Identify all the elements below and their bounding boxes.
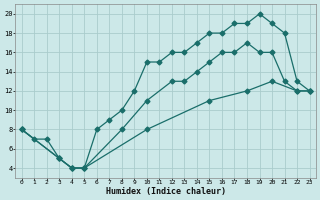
X-axis label: Humidex (Indice chaleur): Humidex (Indice chaleur) <box>106 187 226 196</box>
